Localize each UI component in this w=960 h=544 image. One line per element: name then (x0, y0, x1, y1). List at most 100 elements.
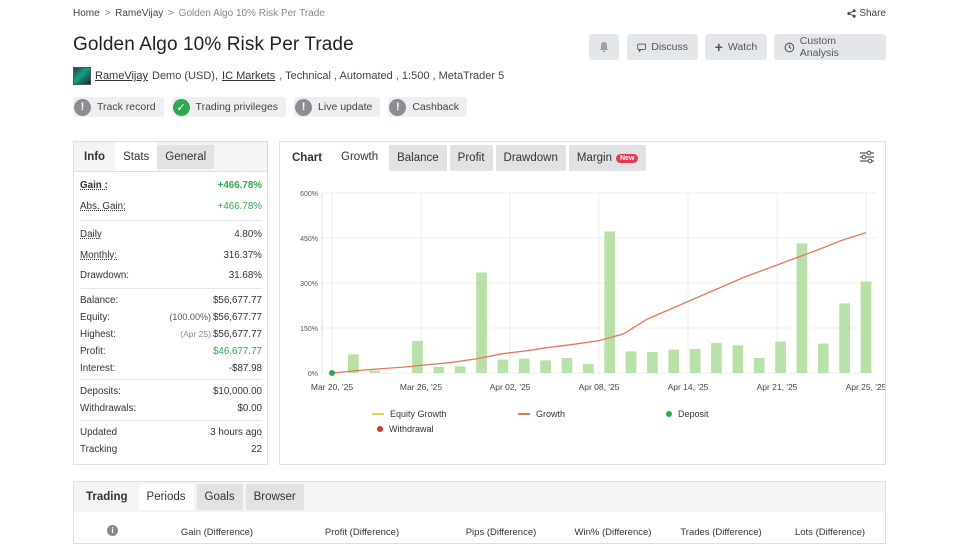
bell-icon (599, 42, 609, 53)
watch-button[interactable]: + Watch (705, 34, 767, 60)
page-title: Golden Algo 10% Risk Per Trade (73, 34, 354, 55)
tab-goals[interactable]: Goals (196, 484, 243, 510)
tab-general[interactable]: General (157, 145, 215, 169)
tab-margin[interactable]: Margin New (568, 145, 647, 171)
legend-equity-growth[interactable]: Equity Growth (372, 409, 447, 419)
highest-date: (Apr 25) (180, 329, 211, 339)
growth-line (331, 231, 867, 374)
profit-label: Profit: (80, 346, 106, 357)
tab-growth[interactable]: Growth (333, 145, 387, 171)
discuss-label: Discuss (651, 41, 688, 53)
account-meta: RameVijay Demo (USD), IC Markets , Techn… (73, 67, 504, 85)
broker-link[interactable]: IC Markets (222, 70, 276, 82)
breadcrumb-separator: > (168, 8, 174, 19)
growth-chart: 0% 150% 300% 450% 600% Mar 20, '25 Mar 26, '25… (300, 191, 885, 392)
highest-value: $56,677.77 (212, 329, 262, 340)
badge-label: Live update (318, 101, 373, 113)
tab-margin-label: Margin (576, 152, 612, 164)
plus-icon: + (714, 39, 723, 55)
tab-trading[interactable]: Trading (86, 491, 128, 503)
trading-tabs: Trading Periods Goals Browser (74, 482, 885, 512)
chart-settings-icon[interactable] (859, 150, 875, 164)
avatar[interactable] (73, 67, 91, 85)
legend-swatch (372, 413, 384, 415)
breadcrumb-separator: > (104, 8, 111, 19)
abs-gain-label: Abs. Gain: (80, 200, 126, 212)
growth-bar (860, 281, 872, 373)
growth-bar (348, 354, 359, 373)
y-tick-label: 0% (308, 371, 318, 378)
checkmark-icon: ✓ (172, 98, 190, 116)
legend-deposit[interactable]: Deposit (666, 409, 709, 419)
tab-browser[interactable]: Browser (245, 484, 304, 510)
drawdown-value: 31.68% (228, 269, 262, 281)
tab-stats[interactable]: Stats (115, 142, 158, 171)
breadcrumb-home[interactable]: Home (73, 8, 100, 19)
equity-label: Equity: (80, 312, 110, 323)
legend-label: Growth (536, 409, 566, 419)
legend-growth[interactable]: Growth (518, 409, 565, 419)
username-link[interactable]: RameVijay (95, 70, 148, 82)
gain-value: +466.78% (217, 179, 262, 191)
updated-label: Updated (80, 427, 118, 438)
badge-track-record[interactable]: ! Track record (73, 97, 164, 117)
share-button[interactable]: Share (847, 8, 886, 19)
column-header[interactable]: Lots (Difference) (794, 527, 866, 538)
watch-label: Watch (727, 41, 758, 53)
growth-bar (497, 359, 509, 373)
info-icon[interactable]: i (107, 525, 118, 536)
equity-percent: (100.00%) (169, 312, 211, 322)
x-tick-label: Apr 25, '25 (846, 382, 885, 392)
profit-value: $46,677.77 (212, 346, 262, 357)
column-header[interactable]: Trades (Difference) (680, 527, 762, 538)
column-header[interactable]: Profit (Difference) (324, 527, 400, 538)
clock-icon (784, 42, 795, 52)
tab-chart[interactable]: Chart (292, 152, 323, 164)
growth-bar (668, 349, 680, 373)
account-type: Demo (USD), (152, 70, 219, 82)
notify-button[interactable] (589, 34, 619, 60)
deposit-marker (329, 370, 335, 376)
discuss-button[interactable]: Discuss (627, 34, 698, 60)
breadcrumb-current: Golden Algo 10% Risk Per Trade (178, 8, 325, 19)
y-tick-label: 300% (300, 281, 318, 288)
gain-label: Gain : (80, 179, 108, 191)
daily-value: 4.80% (234, 229, 262, 240)
tab-periods[interactable]: Periods (138, 484, 194, 510)
share-label: Share (859, 8, 886, 19)
column-header[interactable]: Gain (Difference) (180, 527, 254, 538)
column-header[interactable]: Pips (Difference) (465, 527, 537, 538)
tab-balance[interactable]: Balance (389, 145, 447, 171)
info-tabs: Info Stats General (74, 142, 267, 172)
badge-cashback[interactable]: ! Cashback (388, 97, 468, 117)
badge-trading-privileges[interactable]: ✓ Trading privileges (171, 97, 287, 117)
growth-bar (839, 303, 850, 373)
y-tick-label: 450% (300, 236, 318, 243)
tab-profit[interactable]: Profit (449, 145, 493, 171)
growth-bar (476, 272, 487, 373)
legend-label: Deposit (678, 409, 709, 419)
stats-list: Gain : +466.78% Abs. Gain: +466.78% Daily 4… (74, 172, 267, 458)
legend-label: Equity Growth (390, 409, 447, 419)
x-tick-label: Apr 14, '25 (668, 382, 709, 392)
share-icon (847, 9, 856, 18)
exclamation-icon: ! (389, 98, 407, 116)
x-tick-label: Apr 08, '25 (579, 382, 620, 392)
badge-live-update[interactable]: ! Live update (294, 97, 381, 117)
chart-panel: Chart Growth Balance Profit Drawdown Mar… (279, 141, 886, 465)
growth-bar (369, 370, 381, 373)
breadcrumb-user[interactable]: RameVijay (115, 8, 164, 19)
legend-withdrawal[interactable]: Withdrawal (377, 424, 434, 434)
growth-bar (647, 352, 658, 373)
growth-bar (817, 343, 829, 373)
growth-bar (689, 349, 701, 373)
custom-analysis-button[interactable]: Custom Analysis (774, 34, 886, 60)
verification-badges: ! Track record ✓ Trading privileges ! Li… (73, 97, 468, 117)
tab-drawdown[interactable]: Drawdown (495, 145, 566, 171)
column-header[interactable]: Win% (Difference) (574, 527, 652, 538)
legend-swatch (518, 413, 530, 415)
badge-label: Cashback (412, 101, 460, 113)
tab-info[interactable]: Info (84, 150, 106, 163)
highest-label: Highest: (80, 329, 116, 340)
tracking-value: 22 (251, 444, 262, 455)
